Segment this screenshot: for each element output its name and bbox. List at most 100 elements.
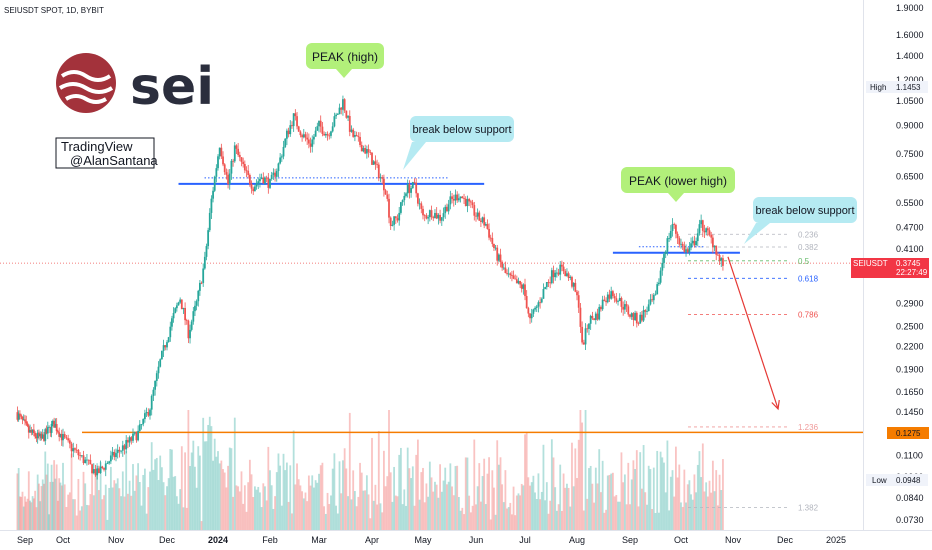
candle (223, 163, 226, 175)
volume-bar (642, 445, 645, 530)
candle (232, 158, 234, 167)
volume-bar (550, 439, 553, 530)
candle (598, 304, 601, 321)
candle (287, 127, 290, 138)
time-tick-11: Aug (569, 535, 585, 545)
volume-bar (120, 496, 122, 530)
candle (31, 429, 34, 435)
candle (502, 263, 505, 271)
candle (150, 394, 153, 416)
candle (605, 297, 607, 306)
volume-bar (552, 457, 555, 530)
candle (588, 323, 590, 336)
time-tick-1: Oct (56, 535, 71, 545)
volume-bar (203, 441, 206, 530)
candle (192, 306, 195, 325)
candle (695, 237, 697, 246)
candle (514, 274, 517, 280)
volume-bar (713, 491, 716, 530)
volume-bar (598, 449, 601, 530)
candle (243, 160, 246, 174)
candle (586, 324, 589, 333)
volume-bar (84, 483, 87, 530)
volume-bar (314, 480, 317, 530)
candle (255, 179, 258, 190)
break-support-label-1: break below support (412, 124, 511, 136)
volume-bar (255, 489, 258, 530)
candle (17, 410, 20, 422)
candle (217, 154, 219, 171)
price-tick-15: 0.1900 (896, 365, 924, 375)
candle (313, 133, 315, 145)
candle (623, 299, 626, 314)
volume-bar (192, 440, 195, 530)
candle (336, 112, 339, 115)
volume-bar (452, 495, 455, 530)
volume-bar (118, 488, 121, 530)
candle (128, 435, 131, 447)
candle (94, 464, 97, 477)
candle (187, 319, 190, 344)
volume-bar (232, 496, 234, 530)
volume-bar (336, 513, 339, 530)
candle (571, 275, 573, 289)
candle (557, 268, 560, 277)
candle (652, 293, 655, 305)
candle (532, 308, 535, 317)
volume-bar (705, 482, 708, 530)
candle (202, 263, 205, 287)
volume-bar (48, 514, 50, 530)
volume-bar (499, 457, 502, 530)
volume-bar (187, 410, 190, 530)
sei-logo: sei (56, 53, 214, 117)
candle (515, 275, 518, 284)
candle (338, 103, 341, 115)
volume-bar (342, 460, 344, 530)
candle (347, 115, 349, 122)
volume-bar (205, 441, 208, 530)
volume-bar (167, 478, 170, 530)
volume-bar (238, 491, 241, 530)
volume-bar (347, 496, 349, 530)
volume-bar (410, 478, 412, 530)
time-tick-13: Oct (674, 535, 689, 545)
candle (432, 215, 435, 222)
sei-logo-text: sei (130, 57, 214, 117)
volume-bar (675, 446, 677, 530)
candle (708, 227, 711, 237)
candle (245, 166, 248, 178)
volume-bar (354, 491, 356, 530)
candle (65, 434, 68, 440)
candle (383, 174, 385, 197)
volume-bar (50, 464, 53, 530)
volume-bar (446, 484, 448, 530)
volume-bar (439, 464, 441, 530)
candle (362, 145, 365, 153)
candle (484, 222, 487, 227)
volume-bar (31, 496, 34, 530)
candle (635, 311, 638, 328)
volume-bar (130, 495, 133, 530)
candle (159, 358, 162, 368)
candle (554, 269, 557, 281)
volume-bar (213, 438, 216, 530)
candle (194, 300, 196, 317)
candle (254, 184, 256, 192)
volume-bar (282, 453, 285, 530)
candle (34, 431, 37, 439)
time-axis[interactable]: Sep Oct Nov Dec 2024 Feb Mar Apr May Jun Jul Aug Sep… (17, 535, 846, 545)
volume-bar (362, 490, 365, 530)
candle (415, 178, 418, 198)
volume-bar (215, 456, 218, 530)
volume-bar (722, 459, 724, 530)
candle (72, 442, 75, 458)
volume-bar (164, 495, 167, 530)
candle (208, 208, 211, 233)
volume-bar (267, 446, 270, 530)
time-tick-4: 2024 (208, 535, 228, 545)
candle (572, 282, 575, 291)
volume-bar (335, 505, 337, 530)
volume-bar (571, 442, 573, 530)
volume-bar (284, 470, 287, 530)
